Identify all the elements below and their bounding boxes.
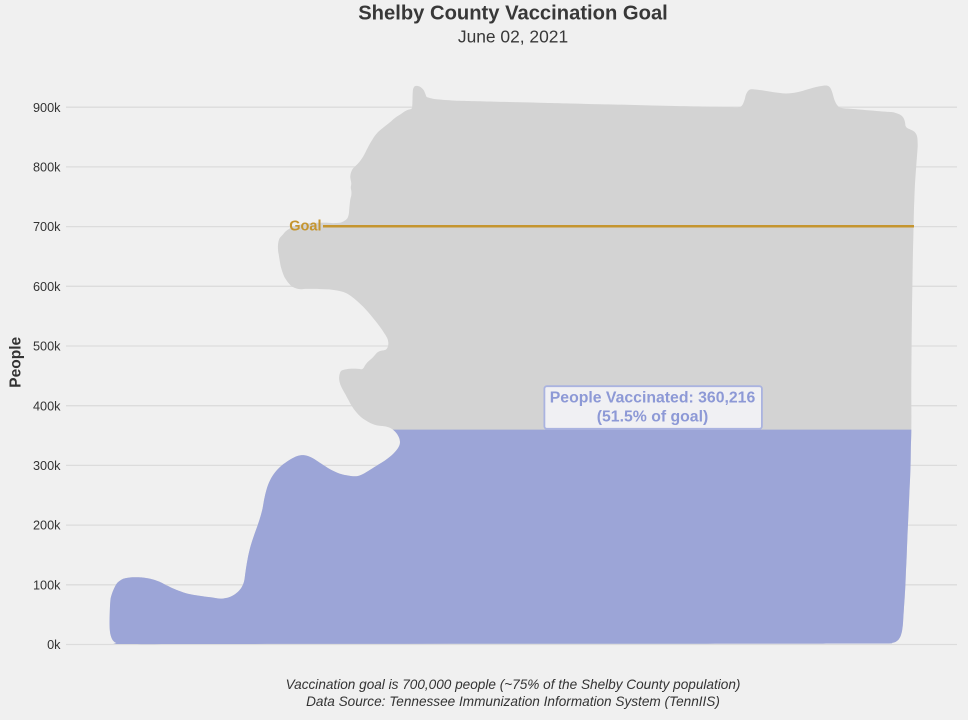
svg-text:700k: 700k: [33, 220, 61, 234]
svg-text:Vaccination goal is 700,000 pe: Vaccination goal is 700,000 people (~75%…: [286, 677, 741, 692]
svg-text:Data Source: Tennessee Immuniz: Data Source: Tennessee Immunization Info…: [306, 694, 720, 709]
svg-text:900k: 900k: [33, 101, 61, 115]
svg-text:People: People: [8, 337, 25, 388]
svg-text:(51.5% of goal): (51.5% of goal): [597, 408, 708, 425]
svg-text:0k: 0k: [47, 638, 61, 652]
svg-text:100k: 100k: [33, 578, 61, 592]
svg-text:400k: 400k: [33, 399, 61, 413]
svg-text:300k: 300k: [33, 459, 61, 473]
svg-text:500k: 500k: [33, 340, 61, 354]
svg-text:Goal: Goal: [289, 219, 321, 235]
svg-text:600k: 600k: [33, 280, 61, 294]
svg-text:200k: 200k: [33, 519, 61, 533]
svg-text:June 02, 2021: June 02, 2021: [458, 26, 568, 46]
svg-text:Shelby County Vaccination Goal: Shelby County Vaccination Goal: [358, 3, 668, 25]
svg-text:800k: 800k: [33, 161, 61, 175]
svg-text:People Vaccinated: 360,216: People Vaccinated: 360,216: [550, 389, 756, 406]
